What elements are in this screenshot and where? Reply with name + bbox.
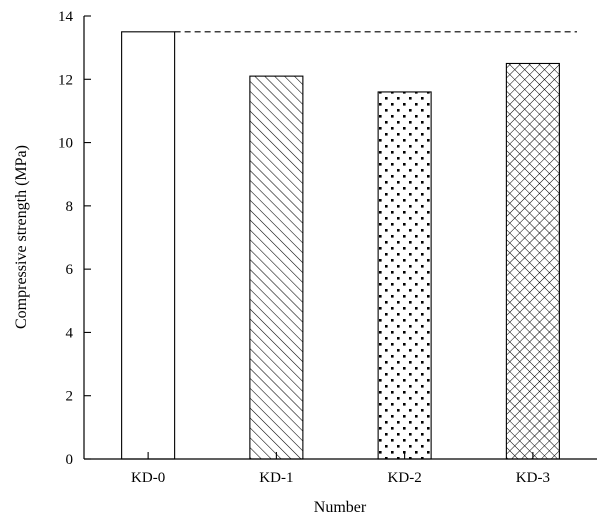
y-ticks-group: 0 2 4 6 8 10 12 14 [58,9,91,468]
y-axis-title: Compressive strength (MPa) [13,145,30,329]
y-tick-label: 10 [58,136,73,152]
y-tick-label: 14 [58,9,74,25]
bar-kd-3 [505,62,560,460]
x-tick-label: KD-3 [516,470,550,486]
y-tick-label: 8 [66,199,74,215]
bar-kd-2 [377,91,432,460]
y-tick-label: 0 [66,452,74,468]
x-axis-title: Number [314,499,367,516]
x-ticks-group: KD-0 KD-1 KD-2 KD-3 [131,452,550,486]
y-tick-label: 12 [58,72,73,88]
x-tick-label: KD-1 [259,470,293,486]
bar-kd-1 [249,75,304,460]
x-tick-label: KD-0 [131,470,165,486]
y-tick-label: 4 [66,325,74,341]
y-tick-label: 2 [66,389,74,405]
bars-group [121,31,560,460]
y-tick-label: 6 [66,262,74,278]
x-tick-label: KD-2 [388,470,422,486]
bar-kd-0 [121,31,176,460]
